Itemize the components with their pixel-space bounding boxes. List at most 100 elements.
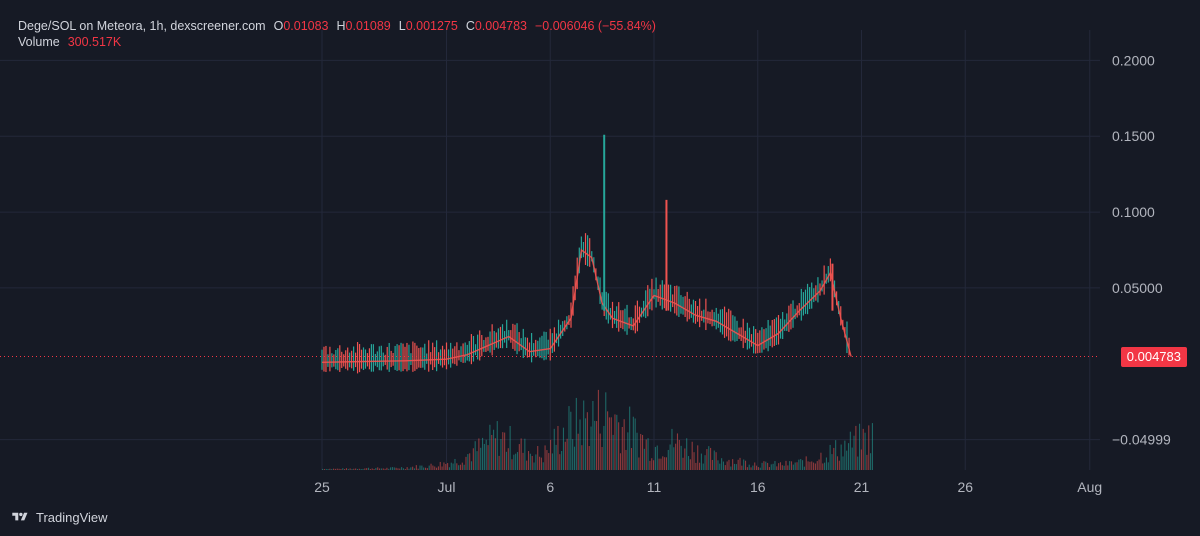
volume-bar (750, 467, 752, 470)
volume-bar (669, 444, 671, 470)
volume-bar (568, 406, 570, 470)
tradingview-label: TradingView (36, 509, 108, 525)
volume-bar (759, 467, 761, 470)
volume-bar (437, 466, 439, 470)
volume-bar (413, 468, 416, 470)
volume-bar (586, 412, 588, 470)
volume-bar (724, 465, 726, 470)
volume-bar (467, 454, 469, 470)
volume-bar (835, 440, 837, 470)
volume-bar (583, 400, 585, 470)
volume-bar (584, 418, 587, 470)
volume-label: Volume (18, 35, 60, 49)
volume-bar (662, 456, 664, 470)
change-value: −0.006046 (−55.84%) (535, 19, 656, 33)
volume-bar (430, 463, 432, 470)
volume-bar (336, 468, 338, 470)
volume-bar (621, 426, 623, 470)
volume-bar (516, 452, 519, 470)
volume-bar (572, 439, 574, 470)
volume-bar (605, 392, 607, 470)
volume-bar (533, 462, 535, 470)
volume-bar (428, 465, 430, 470)
volume-bar (807, 461, 809, 470)
volume-bar (493, 429, 495, 470)
volume-bar (388, 468, 390, 470)
volume-bar (456, 463, 458, 470)
volume-bar (756, 465, 758, 470)
price-series-line (321, 248, 852, 363)
volume-bar (842, 456, 844, 470)
volume-bar (728, 459, 730, 470)
volume-bar (526, 460, 528, 470)
volume-bar (412, 466, 414, 470)
volume-bar (395, 467, 397, 470)
volume-bar (851, 447, 853, 470)
volume-bar (546, 450, 548, 470)
volume-bar (344, 469, 346, 470)
high-value: 0.01089 (345, 19, 391, 33)
volume-bar (678, 439, 680, 470)
volume-bar (660, 458, 662, 470)
volume-bar (417, 468, 419, 470)
volume-bar (675, 443, 677, 470)
volume-bar (818, 459, 820, 470)
volume-bar (710, 447, 712, 470)
volume-bar (498, 455, 500, 470)
volume-bar (347, 468, 349, 470)
tradingview-logo-icon (12, 512, 28, 521)
volume-bar (590, 426, 592, 470)
volume-bar (776, 466, 778, 470)
x-tick-label-6: 26 (957, 479, 973, 495)
chart-legend: Dege/SOL on Meteora, 1h, dexscreener.com… (18, 18, 656, 50)
open-value: 0.01083 (283, 19, 329, 33)
volume-bar (502, 432, 504, 470)
volume-bar (763, 461, 765, 470)
volume-bar (814, 463, 816, 470)
volume-bar (811, 461, 813, 470)
volume-bar (426, 468, 428, 470)
volume-bar (682, 457, 684, 470)
low-label: L (398, 19, 406, 33)
volume-bar (737, 459, 739, 470)
volume-bar (638, 457, 640, 470)
volume-bar (610, 417, 612, 470)
volume-bar (695, 462, 697, 470)
volume-bar (384, 468, 386, 470)
volume-bar (715, 452, 717, 470)
volume-bar (408, 468, 410, 470)
volume-bar (542, 462, 544, 470)
volume-bar (390, 467, 392, 470)
volume-bar (448, 467, 450, 470)
close-label: C (465, 19, 475, 33)
volume-bar (529, 453, 531, 470)
high-label: H (336, 19, 346, 33)
volume-bar (474, 441, 476, 470)
volume-bar (781, 465, 783, 470)
volume-bar (857, 456, 859, 470)
volume-bar (469, 453, 471, 470)
low-value: 0.001275 (405, 19, 458, 33)
tradingview-brand[interactable]: TradingView (10, 508, 108, 526)
volume-bar (813, 462, 815, 470)
volume-bar (570, 411, 572, 470)
volume-bar (708, 446, 710, 470)
volume-bar (597, 389, 599, 470)
volume-bar (555, 444, 557, 470)
volume-bar (643, 448, 645, 470)
volume-bar (553, 428, 555, 470)
volume-bar (494, 438, 496, 470)
volume-bar (401, 467, 403, 470)
volume-bar (379, 468, 381, 470)
volume-row: Volume 300.517K (18, 34, 656, 50)
volume-bar (551, 453, 553, 470)
y-tick-label-2: 0.1000 (1112, 204, 1155, 220)
volume-bar (458, 465, 460, 470)
symbol-label[interactable]: Dege/SOL on Meteora, 1h, dexscreener.com (18, 19, 266, 33)
volume-bar (470, 461, 473, 470)
volume-bar (358, 468, 360, 470)
volume-bar (511, 459, 513, 470)
volume-bar (349, 468, 351, 470)
